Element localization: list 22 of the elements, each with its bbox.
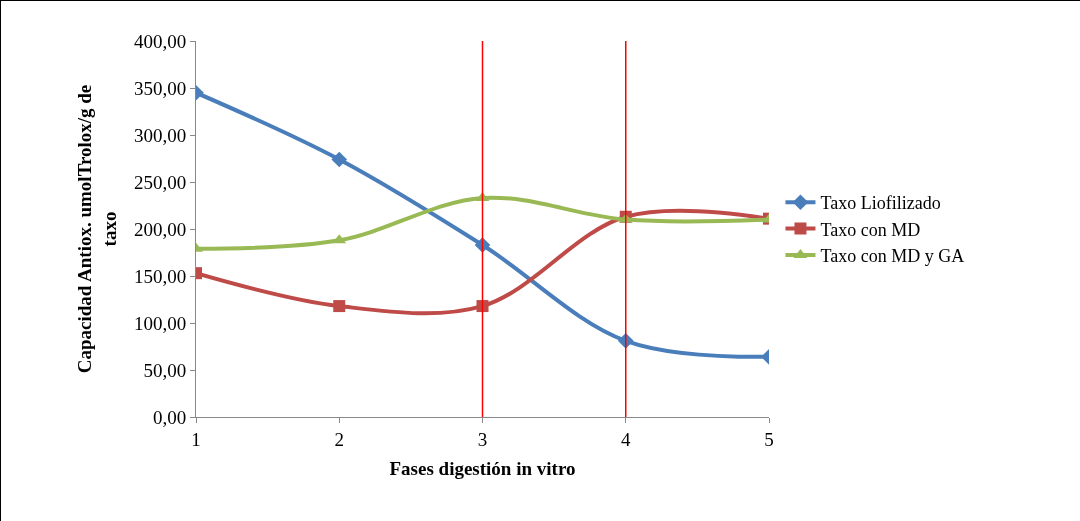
y-tick-label: 150,00 bbox=[133, 265, 187, 287]
y-tick-label: 350,00 bbox=[133, 77, 187, 99]
legend-label: Taxo con MD bbox=[820, 219, 921, 240]
y-tick-label: 50,00 bbox=[143, 359, 187, 381]
point bbox=[476, 300, 489, 313]
y-tick-label: 400,00 bbox=[133, 30, 187, 52]
x-tick-label: 1 bbox=[191, 428, 201, 450]
point bbox=[333, 300, 346, 313]
x-tick-label: 3 bbox=[477, 428, 488, 450]
legend-label: Taxo Liofilizado bbox=[820, 193, 941, 214]
legend-label: Taxo con MD y GA bbox=[820, 246, 965, 267]
point bbox=[331, 151, 348, 168]
x-axis-title: Fases digestión in vitro bbox=[389, 457, 576, 479]
y-tick-label: 300,00 bbox=[133, 124, 187, 146]
y-tick-label: 250,00 bbox=[133, 171, 187, 193]
y-axis-title: Capacidad Antiox. umolTrolox/g de taxo bbox=[74, 84, 120, 374]
y-tick-label: 0,00 bbox=[152, 406, 187, 428]
y-tick-label: 200,00 bbox=[133, 218, 187, 240]
x-tick-label: 4 bbox=[621, 428, 631, 450]
y-tick-label: 100,00 bbox=[133, 312, 187, 334]
x-tick-label: 2 bbox=[334, 428, 344, 450]
x-tick-label: 5 bbox=[764, 428, 774, 450]
